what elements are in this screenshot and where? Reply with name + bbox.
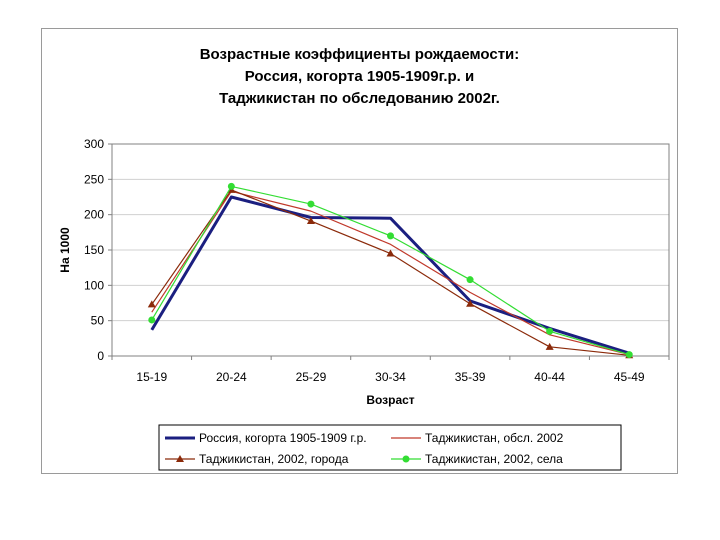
data-point	[148, 316, 156, 324]
legend: Россия, когорта 1905-1909 г.р. Таджикиста…	[158, 424, 622, 471]
x-tick-label: 35-39	[455, 370, 486, 384]
data-point	[545, 342, 554, 350]
y-tick-label: 50	[91, 314, 105, 328]
x-tick-label: 15-19	[136, 370, 167, 384]
legend-marker	[402, 455, 410, 463]
data-point	[227, 182, 235, 190]
x-tick-label: 40-44	[534, 370, 565, 384]
y-tick-label: 200	[84, 208, 104, 222]
data-point	[466, 299, 475, 307]
data-point	[546, 327, 554, 335]
chart-title-line-2: Россия, когорта 1905-1909г.р. и	[244, 68, 475, 85]
x-axis-title: Возраст	[366, 393, 414, 407]
x-tick-label: 25-29	[296, 370, 327, 384]
series-4	[148, 182, 633, 359]
legend-label: Таджикистан, обсл. 2002	[425, 431, 564, 445]
chart-title-line-3: Таджикистан по обследованию 2002г.	[219, 90, 500, 107]
data-point	[386, 249, 395, 257]
chart-frame: Возрастные коэффициенты рождаемости: Рос…	[41, 28, 678, 474]
series-line	[150, 195, 630, 355]
data-point	[306, 217, 315, 225]
y-tick-label: 100	[84, 278, 104, 292]
gridlines	[112, 143, 669, 322]
series-lines	[147, 182, 634, 359]
series-1	[150, 195, 630, 355]
y-tick-label: 0	[97, 349, 104, 363]
legend-box	[158, 424, 622, 471]
data-point	[387, 232, 394, 240]
legend-label: Таджикистан, 2002, села	[425, 452, 563, 466]
x-tick-label: 45-49	[614, 370, 645, 384]
y-tick-label: 250	[84, 172, 104, 186]
x-tick-label: 20-24	[216, 370, 247, 384]
line-chart: 0 50 100 150 200 250 300 15-19 20-24 25-29 30-34 35…	[58, 137, 670, 471]
data-point	[147, 300, 156, 308]
chart-title: Возрастные коэффициенты рождаемости: Рос…	[42, 44, 677, 110]
chart-title-line-1: Возрастные коэффициенты рождаемости:	[199, 46, 520, 63]
x-tick-label: 30-34	[375, 370, 406, 384]
data-point	[625, 351, 633, 359]
legend-label: Россия, когорта 1905-1909 г.р.	[199, 431, 367, 445]
data-point	[466, 276, 474, 284]
axis-ticks: 0 50 100 150 200 250 300 15-19 20-24 25-29 30-34 35…	[84, 137, 670, 384]
y-tick-label: 150	[84, 243, 104, 257]
legend-marker	[176, 455, 184, 462]
data-point	[307, 200, 315, 208]
legend-label: Таджикистан, 2002, города	[199, 452, 349, 466]
y-axis-title: На 1000	[58, 227, 72, 273]
y-tick-label: 300	[84, 137, 104, 151]
